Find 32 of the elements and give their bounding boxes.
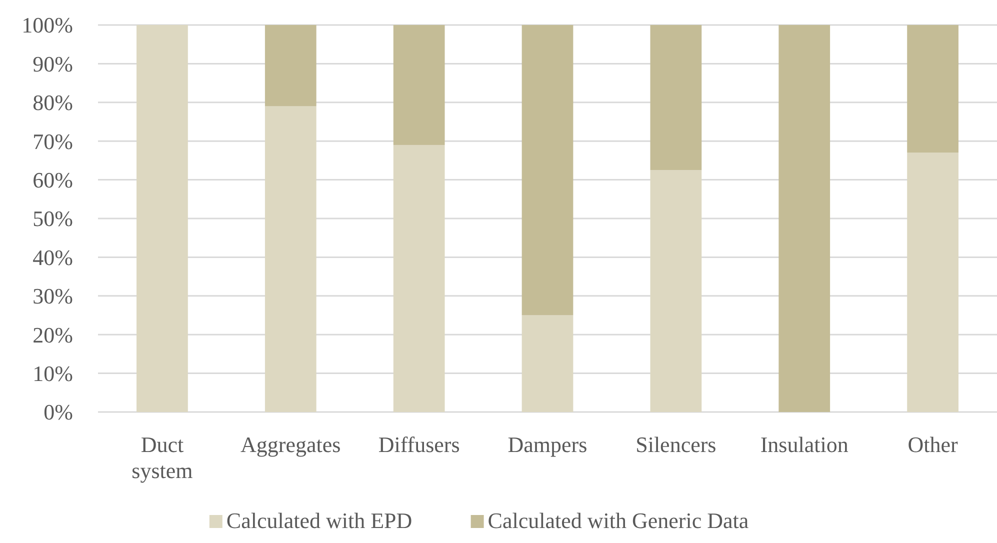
bar	[393, 144, 445, 412]
bar	[907, 152, 958, 412]
x-tick-label: Silencers	[636, 432, 716, 457]
y-tick-label: 0%	[44, 400, 73, 425]
y-tick-label: 90%	[32, 51, 73, 76]
y-tick-label: 10%	[32, 361, 73, 386]
bar	[264, 25, 316, 106]
legend-label: Calculated with EPD	[226, 508, 412, 533]
bar	[907, 25, 958, 153]
bar	[264, 106, 316, 412]
x-tick-label: Duct system	[132, 432, 193, 483]
y-tick-label: 50%	[32, 206, 73, 232]
x-tick-label: Other	[908, 432, 959, 457]
y-tick-label: 100%	[22, 12, 73, 38]
y-tick-label: 30%	[32, 284, 73, 309]
bar	[778, 25, 830, 412]
y-tick-label: 70%	[32, 128, 73, 154]
bar	[650, 25, 702, 170]
y-tick-label: 20%	[32, 322, 73, 348]
bar	[393, 25, 445, 145]
x-tick-label: Dampers	[508, 432, 588, 457]
bar	[522, 315, 574, 412]
x-tick-label: Insulation	[760, 432, 848, 457]
y-tick-label: 60%	[32, 168, 73, 192]
x-tick-label: Diffusers	[378, 432, 460, 457]
y-tick-label: 40%	[32, 244, 73, 270]
bar	[522, 25, 574, 316]
legend-label: Calculated with Generic Data	[488, 508, 749, 533]
y-tick-label: 80%	[32, 90, 73, 116]
bar	[136, 25, 188, 412]
x-tick-label: Aggregates	[240, 432, 341, 457]
bar	[650, 170, 702, 412]
